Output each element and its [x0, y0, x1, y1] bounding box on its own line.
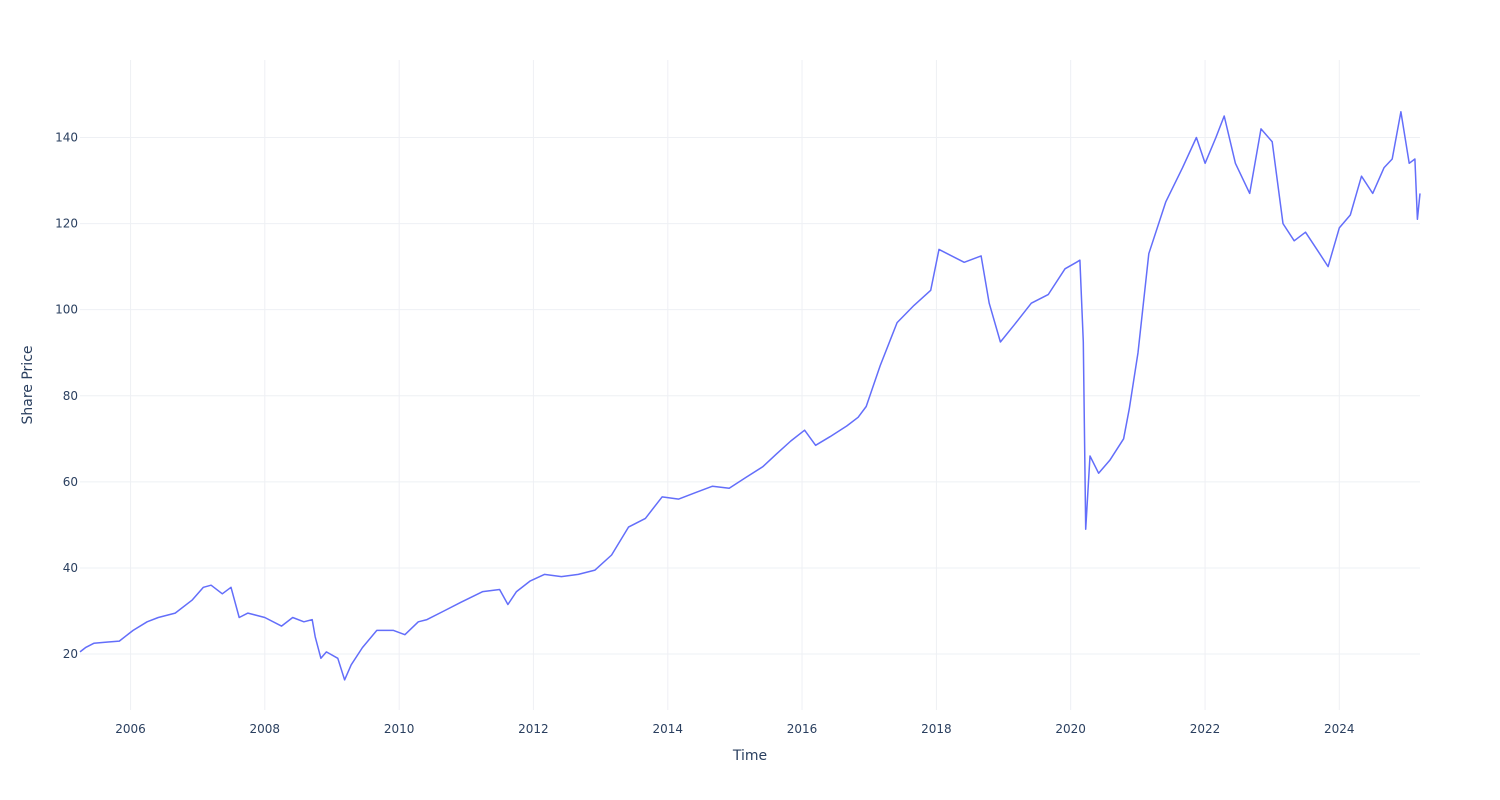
x-tick-label: 2012 [518, 722, 549, 736]
x-tick-label: 2022 [1190, 722, 1221, 736]
y-tick-label: 100 [55, 303, 78, 317]
series-layer [79, 110, 1421, 681]
series-line [79, 110, 1421, 681]
x-tick-label: 2020 [1055, 722, 1086, 736]
y-tick-label: 20 [63, 647, 78, 661]
y-axis-title: Share Price [20, 345, 36, 424]
y-tick-label: 40 [63, 561, 78, 575]
x-axis-title: Time [732, 748, 767, 764]
x-tick-label: 2006 [115, 722, 146, 736]
gridlines [80, 60, 1420, 710]
x-tick-label: 2010 [384, 722, 415, 736]
x-tick-label: 2024 [1324, 722, 1355, 736]
y-tick-label: 80 [63, 389, 78, 403]
x-tick-label: 2018 [921, 722, 952, 736]
x-tick-label: 2014 [653, 722, 684, 736]
x-tick-label: 2008 [250, 722, 281, 736]
y-tick-label: 60 [63, 475, 78, 489]
tick-labels: 2006 2008 2010 2012 2014 2016 2018 2020 2022 2024… [55, 130, 1354, 736]
y-tick-label: 120 [55, 217, 78, 231]
y-tick-label: 140 [55, 130, 78, 144]
x-tick-label: 2016 [787, 722, 818, 736]
